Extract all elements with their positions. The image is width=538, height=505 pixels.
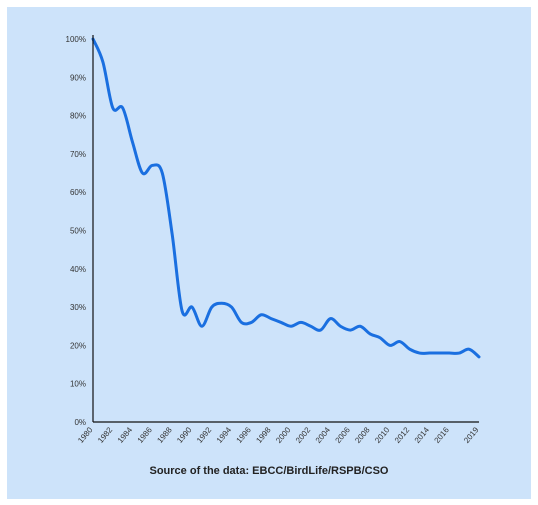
y-tick-labels: 0% 10% 20% 30% 40% 50% 60% 70% 80% 90% 100% xyxy=(66,35,86,427)
x-tick-label: 1984 xyxy=(116,425,135,445)
x-tick-label: 2014 xyxy=(413,425,432,445)
y-tick-label: 50% xyxy=(70,227,86,236)
y-tick-label: 60% xyxy=(70,188,86,197)
line-chart: 0%10%20%30%40%50%60%70%80%90%100% 1980 19… xyxy=(66,35,481,445)
chart-panel: 0% 10% 20% 30% 40% 50% 60% 70% 80% 90% 100% 1980 19… xyxy=(7,7,531,499)
x-tick-label: 1994 xyxy=(215,425,234,445)
x-tick-label: 1992 xyxy=(195,425,214,445)
y-tick-label: 40% xyxy=(70,265,86,274)
y-tick-label: 20% xyxy=(70,341,86,350)
x-tick-label: 2019 xyxy=(462,425,481,445)
x-tick-label: 2010 xyxy=(373,425,392,445)
series-line xyxy=(91,37,481,359)
x-tick-label: 2012 xyxy=(393,425,412,445)
x-tick-label: 2004 xyxy=(314,425,333,445)
x-tick-label: 2006 xyxy=(334,425,353,445)
y-tick-label: 0% xyxy=(74,418,86,427)
x-tick-label: 1986 xyxy=(136,425,155,445)
x-tick-label: 2008 xyxy=(353,425,372,445)
source-caption: Source of the data: EBCC/BirdLife/RSPB/C… xyxy=(149,465,389,477)
y-tick-label: 10% xyxy=(70,380,86,389)
x-tick-labels: 1980 1982 1984 1986 1988 1990 1992 1994 1996 1998… xyxy=(76,425,481,445)
x-tick-label: 1998 xyxy=(254,425,273,445)
y-tick-label: 90% xyxy=(70,73,86,82)
x-tick-label: 2002 xyxy=(294,425,313,445)
x-tick-label: 1982 xyxy=(96,425,115,445)
y-tick-label: 100% xyxy=(66,35,86,44)
x-tick-label: 2016 xyxy=(433,425,452,445)
x-tick-label: 2000 xyxy=(274,425,293,445)
y-tick-label: 70% xyxy=(70,150,86,159)
x-tick-label: 1980 xyxy=(76,425,95,445)
y-tick-label: 30% xyxy=(70,303,86,312)
plot-area xyxy=(91,37,481,359)
x-tick-label: 1990 xyxy=(175,425,194,445)
y-tick-label: 80% xyxy=(70,112,86,121)
x-tick-label: 1996 xyxy=(235,425,254,445)
x-tick-label: 1988 xyxy=(155,425,174,445)
